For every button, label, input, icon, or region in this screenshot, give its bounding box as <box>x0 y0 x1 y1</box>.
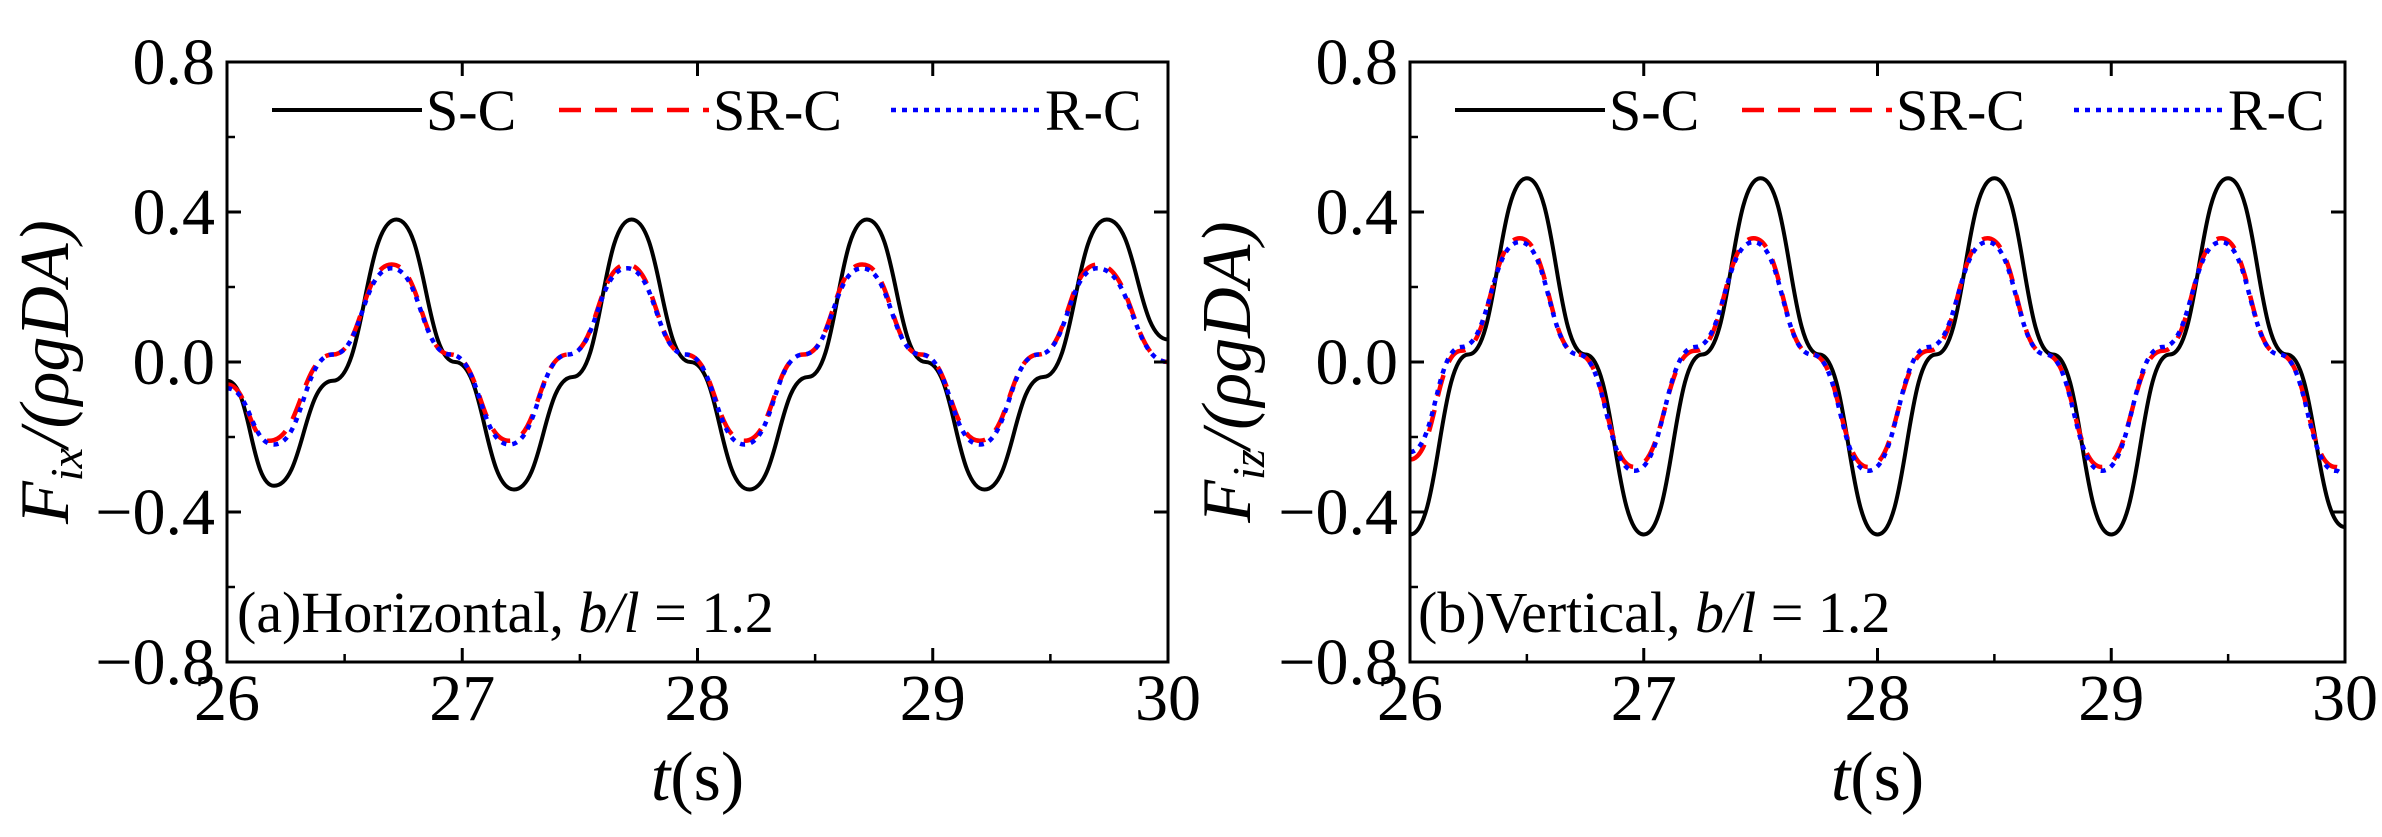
annotation-value: = 1.2 <box>1756 580 1890 645</box>
y-axis-subscript: ix <box>41 447 92 481</box>
series-line-s-c <box>1410 176 2345 537</box>
x-axis-label: t(s) <box>1831 739 1924 816</box>
y-tick-label: −0.8 <box>95 626 215 699</box>
y-tick-label: 0.4 <box>133 176 216 249</box>
legend-label-sr-c: SR-C <box>1896 78 2025 143</box>
y-tick-label: −0.4 <box>1278 476 1398 549</box>
x-tick-label: 28 <box>665 662 731 735</box>
panel-b: 26 27 28 29 30 0.8 0.4 0.0 −0.4 −0.8 S-C SR-C R-C (b)… <box>1189 26 2378 816</box>
annotation-prefix: (b)Vertical, <box>1418 580 1695 645</box>
panel-annotation: (a)Horizontal, b/l = 1.2 <box>237 580 774 645</box>
y-axis-label: Fiz/(ρgDA) <box>1189 221 1274 523</box>
x-axis-unit: (s) <box>670 739 744 816</box>
x-tick-label: 27 <box>429 662 495 735</box>
legend-label-r-c: R-C <box>2228 78 2325 143</box>
x-tick-label: 26 <box>1377 662 1443 735</box>
y-tick-label: 0.0 <box>133 326 216 399</box>
x-tick-label: 30 <box>1135 662 1201 735</box>
y-axis-subscript: iz <box>1223 449 1274 480</box>
series-group <box>227 217 1168 492</box>
series-line-s-c <box>227 217 1168 492</box>
y-axis-normalizer: /(ρgDA) <box>7 220 84 452</box>
annotation-variable: b/l <box>578 580 639 645</box>
panel-a: 26 27 28 29 30 0.8 0.4 0.0 −0.4 −0.8 S-C SR-C R-C (a)… <box>7 26 1201 816</box>
y-tick-label: 0.8 <box>1316 26 1399 99</box>
y-tick-label: 0.8 <box>133 26 216 99</box>
legend-label-s-c: S-C <box>426 78 516 143</box>
legend-label-s-c: S-C <box>1609 78 1699 143</box>
x-tick-label: 29 <box>2078 662 2144 735</box>
x-axis-variable: t <box>1831 739 1852 816</box>
x-tick-label: 29 <box>900 662 966 735</box>
y-tick-label: −0.8 <box>1278 626 1398 699</box>
x-tick-label: 26 <box>194 662 260 735</box>
y-axis-normalizer: /(ρgDA) <box>1189 221 1266 453</box>
x-axis-unit: (s) <box>1850 739 1924 816</box>
x-axis-label: t(s) <box>651 739 744 816</box>
legend-label-sr-c: SR-C <box>713 78 842 143</box>
y-axis-symbol: F <box>7 480 84 525</box>
y-tick-label: 0.4 <box>1316 176 1399 249</box>
panel-annotation: (b)Vertical, b/l = 1.2 <box>1418 580 1890 645</box>
annotation-prefix: (a)Horizontal, <box>237 580 578 645</box>
series-line-r-c <box>227 266 1168 447</box>
legend-label-r-c: R-C <box>1045 78 1142 143</box>
y-axis-label: Fix/(ρgDA) <box>7 220 92 525</box>
x-tick-label: 30 <box>2312 662 2378 735</box>
series-group <box>1410 176 2345 537</box>
x-axis-variable: t <box>651 739 672 816</box>
y-axis-symbol: F <box>1189 479 1266 524</box>
annotation-variable: b/l <box>1695 580 1756 645</box>
y-tick-label: 0.0 <box>1316 326 1399 399</box>
annotation-value: = 1.2 <box>640 580 774 645</box>
series-line-r-c <box>1410 239 2345 477</box>
y-tick-label: −0.4 <box>95 476 215 549</box>
x-tick-label: 27 <box>1611 662 1677 735</box>
x-tick-label: 28 <box>1845 662 1911 735</box>
